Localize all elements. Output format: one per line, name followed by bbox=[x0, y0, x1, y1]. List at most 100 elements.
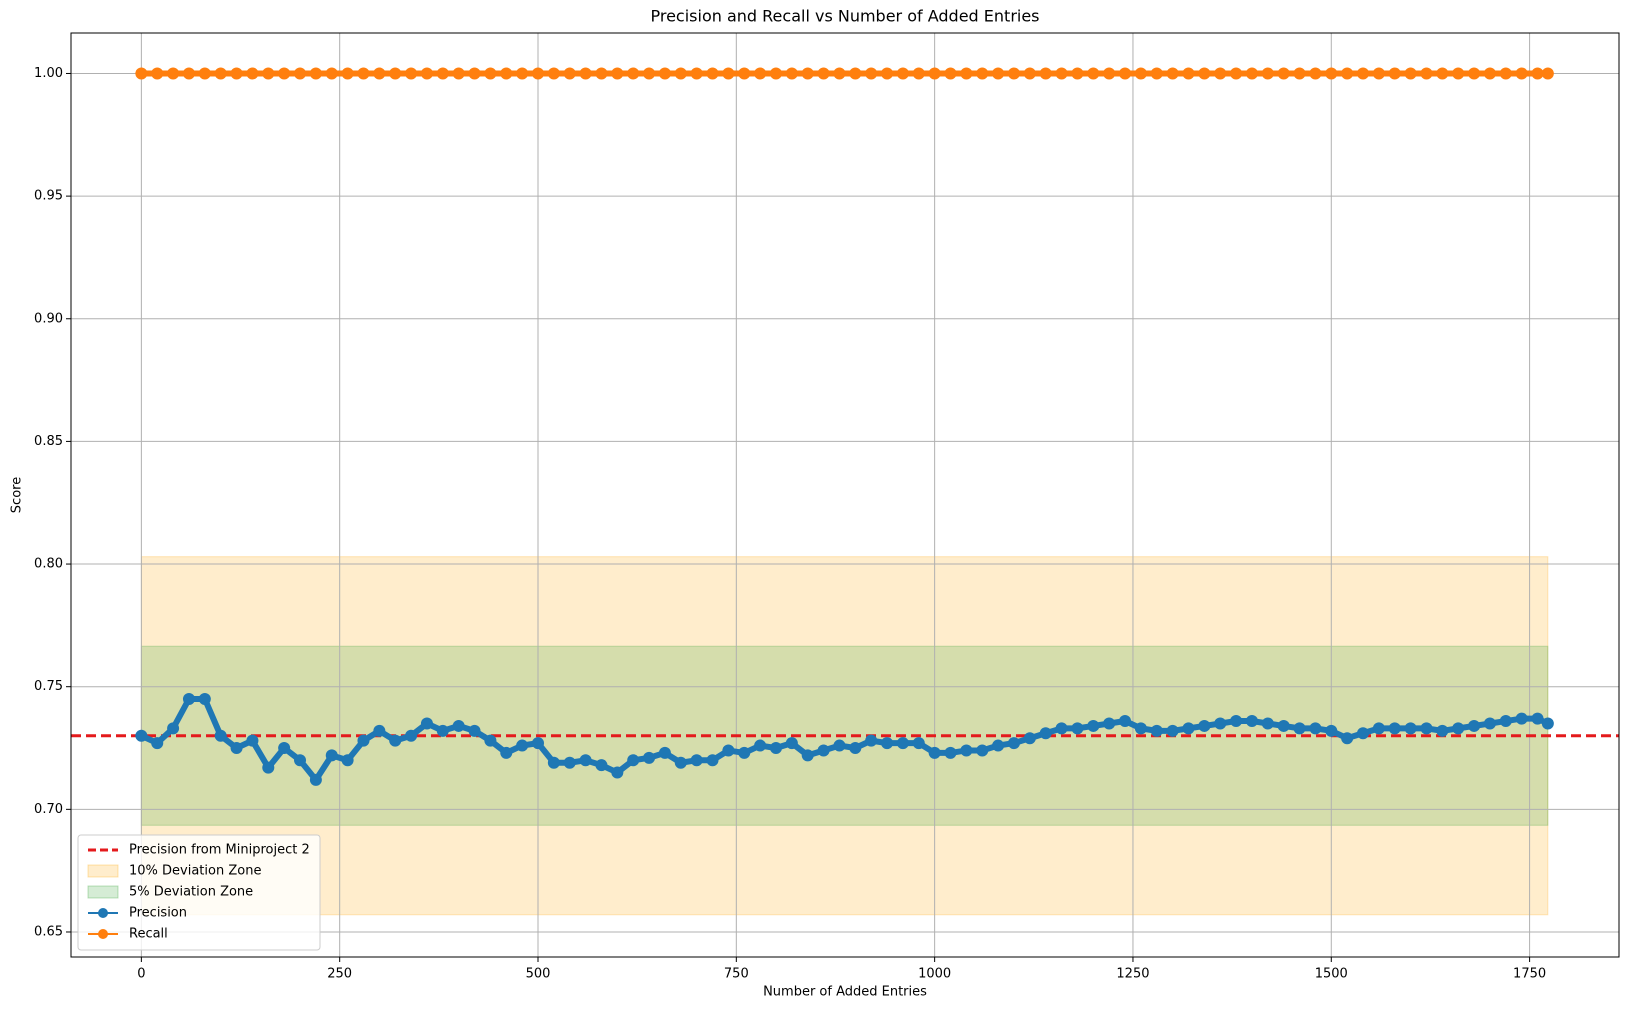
point-marker bbox=[278, 742, 291, 755]
point-marker bbox=[214, 729, 227, 742]
point-marker bbox=[182, 67, 195, 80]
point-marker bbox=[992, 67, 1005, 80]
point-marker bbox=[785, 737, 798, 750]
point-marker bbox=[865, 67, 878, 80]
legend-swatch bbox=[87, 864, 119, 878]
point-marker bbox=[1515, 712, 1528, 725]
point-marker bbox=[1103, 67, 1116, 80]
point-marker bbox=[436, 724, 449, 737]
point-marker bbox=[1214, 67, 1227, 80]
point-marker bbox=[595, 759, 608, 772]
point-marker bbox=[1341, 732, 1354, 745]
point-marker bbox=[532, 737, 545, 750]
point-marker bbox=[389, 734, 402, 747]
legend-label: Precision from Miniproject 2 bbox=[129, 843, 310, 858]
x-tick-label: 1750 bbox=[1513, 967, 1546, 982]
point-marker bbox=[1023, 732, 1036, 745]
point-marker bbox=[1404, 722, 1417, 735]
point-marker bbox=[436, 67, 449, 80]
point-marker bbox=[1166, 724, 1179, 737]
point-marker bbox=[992, 739, 1005, 752]
point-marker bbox=[532, 67, 545, 80]
point-marker bbox=[1245, 67, 1258, 80]
point-marker bbox=[1055, 722, 1068, 735]
point-marker bbox=[595, 67, 608, 80]
point-marker bbox=[1468, 719, 1481, 732]
point-marker bbox=[1071, 722, 1084, 735]
point-marker bbox=[976, 744, 989, 757]
point-marker bbox=[722, 67, 735, 80]
point-marker bbox=[1541, 717, 1554, 730]
point-marker bbox=[309, 67, 322, 80]
y-tick-label: 0.95 bbox=[34, 189, 63, 204]
y-tick-label: 0.70 bbox=[34, 802, 63, 817]
point-marker bbox=[801, 749, 814, 762]
x-tick-label: 1000 bbox=[918, 967, 951, 982]
point-marker bbox=[373, 67, 386, 80]
point-marker bbox=[563, 756, 576, 769]
point-marker bbox=[833, 739, 846, 752]
point-marker bbox=[500, 746, 513, 759]
point-marker bbox=[658, 67, 671, 80]
point-marker bbox=[167, 67, 180, 80]
legend-label: Precision bbox=[129, 906, 187, 921]
point-marker bbox=[341, 67, 354, 80]
point-marker bbox=[1119, 715, 1132, 728]
point-marker bbox=[769, 742, 782, 755]
point-marker bbox=[690, 67, 703, 80]
point-marker bbox=[294, 754, 307, 767]
point-marker bbox=[611, 67, 624, 80]
point-marker bbox=[1293, 722, 1306, 735]
point-marker bbox=[1325, 724, 1338, 737]
point-marker bbox=[389, 67, 402, 80]
point-marker bbox=[738, 67, 751, 80]
point-marker bbox=[643, 751, 656, 764]
point-marker bbox=[1293, 67, 1306, 80]
point-marker bbox=[1150, 67, 1163, 80]
point-marker bbox=[849, 742, 862, 755]
point-marker bbox=[785, 67, 798, 80]
point-marker bbox=[1531, 712, 1544, 725]
point-marker bbox=[1087, 719, 1100, 732]
point-marker bbox=[1103, 717, 1116, 730]
x-tick-label: 500 bbox=[526, 967, 551, 982]
point-marker bbox=[976, 67, 989, 80]
point-marker bbox=[1039, 727, 1052, 740]
x-tick-label: 750 bbox=[724, 967, 749, 982]
point-marker bbox=[1515, 67, 1528, 80]
point-marker bbox=[1261, 717, 1274, 730]
point-marker bbox=[1230, 67, 1243, 80]
point-marker bbox=[1007, 67, 1020, 80]
point-marker bbox=[579, 67, 592, 80]
y-tick-label: 0.90 bbox=[34, 311, 63, 326]
x-axis-label: Number of Added Entries bbox=[763, 985, 927, 1000]
point-marker bbox=[405, 67, 418, 80]
y-tick-label: 0.80 bbox=[34, 557, 63, 572]
point-marker bbox=[246, 734, 259, 747]
point-marker bbox=[754, 67, 767, 80]
point-marker bbox=[1531, 67, 1544, 80]
legend-box bbox=[77, 834, 321, 951]
point-marker bbox=[722, 744, 735, 757]
point-marker bbox=[500, 67, 513, 80]
x-tick-label: 1250 bbox=[1116, 967, 1149, 982]
point-marker bbox=[627, 67, 640, 80]
plot-frame bbox=[70, 32, 1620, 958]
point-marker bbox=[1277, 67, 1290, 80]
point-marker bbox=[1436, 67, 1449, 80]
point-marker bbox=[1182, 722, 1195, 735]
point-marker bbox=[1023, 67, 1036, 80]
point-marker bbox=[262, 761, 275, 774]
point-marker bbox=[658, 746, 671, 759]
point-marker bbox=[1071, 67, 1084, 80]
point-marker bbox=[960, 744, 973, 757]
point-marker bbox=[325, 749, 338, 762]
point-marker bbox=[896, 737, 909, 750]
legend-label: Recall bbox=[129, 927, 168, 942]
point-marker bbox=[817, 67, 830, 80]
point-marker bbox=[912, 67, 925, 80]
point-marker bbox=[881, 67, 894, 80]
point-marker bbox=[325, 67, 338, 80]
point-marker bbox=[706, 67, 719, 80]
point-marker bbox=[262, 67, 275, 80]
